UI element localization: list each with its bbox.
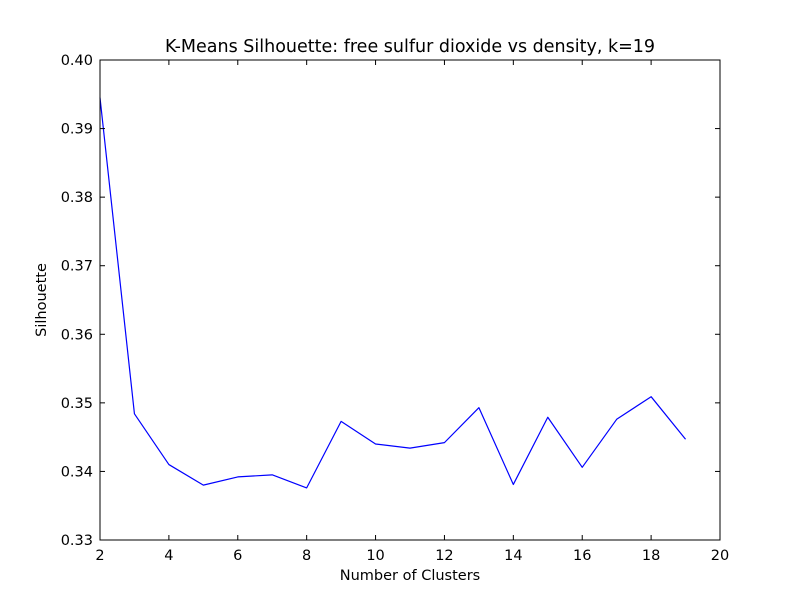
x-tick-label: 18 — [642, 548, 660, 564]
x-tick-label: 4 — [164, 548, 173, 564]
plot-area-background — [100, 60, 720, 540]
x-tick-label: 8 — [302, 548, 311, 564]
y-tick-label: 0.35 — [61, 396, 93, 412]
series-layer — [99, 97, 687, 489]
x-axis-label: Number of Clusters — [340, 568, 480, 584]
x-tick-label: 20 — [711, 548, 729, 564]
y-tick-label: 0.34 — [61, 464, 93, 480]
y-tick-label: 0.40 — [61, 53, 93, 69]
series-line-0 — [99, 97, 687, 489]
y-tick-label: 0.39 — [61, 122, 93, 138]
y-tick-label: 0.38 — [61, 190, 93, 206]
x-tick-label: 6 — [233, 548, 242, 564]
x-tick-label: 10 — [366, 548, 384, 564]
y-tick-label: 0.33 — [61, 533, 93, 549]
x-tick-label: 14 — [504, 548, 522, 564]
y-axis-label: Silhouette — [34, 263, 50, 337]
y-tick-label: 0.36 — [61, 327, 93, 343]
x-tick-label: 16 — [573, 548, 591, 564]
chart-title: K-Means Silhouette: free sulfur dioxide … — [165, 37, 655, 57]
x-tick-label: 2 — [95, 548, 104, 564]
plot-frame — [99, 59, 721, 541]
y-tick-label: 0.37 — [61, 259, 93, 275]
x-tick-label: 12 — [435, 548, 453, 564]
ticks-layer: 2 4 6 8 10 12 14 16 18 20 0.33 0.34 0.35 0.36 0.37 0.38… — [61, 53, 730, 564]
